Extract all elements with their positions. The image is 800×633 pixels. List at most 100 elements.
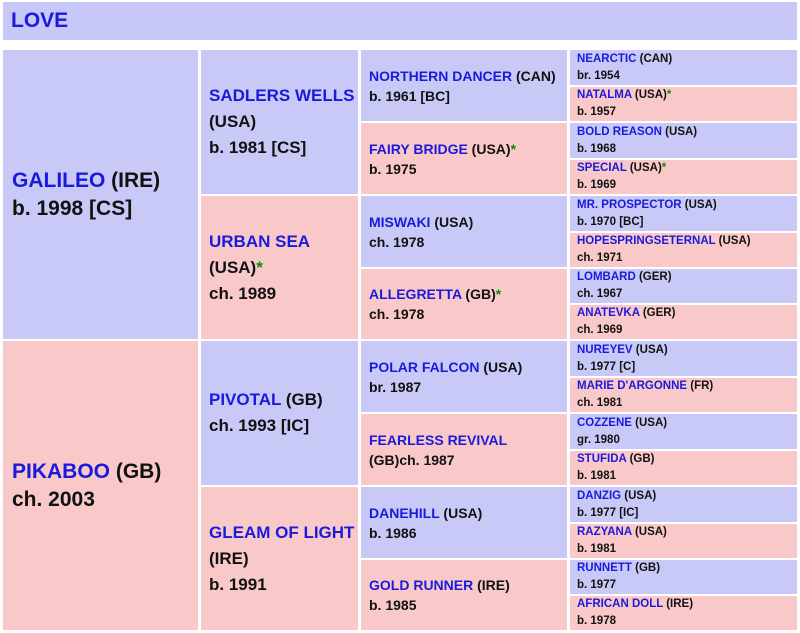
country-code: (GB)	[626, 453, 655, 465]
horse-info: b. 1981 [CS]	[209, 138, 307, 157]
gen4-dam-cell: RAZYANA (USA) b. 1981	[570, 524, 797, 558]
star-marker: *	[661, 162, 667, 174]
gen4-dam-cell: HOPESPRINGSETERNAL (USA) ch. 1971	[570, 233, 797, 267]
country-code: (USA)	[626, 162, 662, 174]
country-code: (IRE)	[663, 598, 694, 610]
horse-info: ch. 1989	[209, 283, 277, 303]
horse-name-link[interactable]: RUNNETT	[577, 562, 632, 574]
gen4-sire-cell: NUREYEV (USA) b. 1977 [C]	[570, 341, 797, 376]
granddam-cell: URBAN SEA (USA)* ch. 1989	[201, 196, 358, 339]
horse-name-link[interactable]: SADLERS WELLS	[209, 86, 355, 105]
horse-name-link[interactable]: SPECIAL	[577, 162, 627, 174]
horse-name-link[interactable]: ALLEGRETTA	[369, 286, 462, 302]
horse-info: b. 1977 [C]	[577, 360, 636, 373]
horse-name-link[interactable]: URBAN SEA	[209, 231, 311, 251]
horse-name-link[interactable]: LOMBARD	[577, 271, 636, 283]
country-code: (CAN)	[512, 67, 556, 84]
horse-info: gr. 1980	[577, 433, 620, 446]
country-code: (IRE)	[105, 168, 161, 192]
gen4-sire-cell: RUNNETT (GB) b. 1977	[570, 560, 797, 594]
country-code: (IRE)	[209, 548, 249, 568]
gen4-sire-cell: MR. PROSPECTOR (USA) b. 1970 [BC]	[570, 196, 797, 231]
country-code: (GB)	[631, 562, 661, 574]
horse-name-link[interactable]: MARIE D'ARGONNE	[577, 380, 688, 392]
horse-info: b. 1968	[577, 142, 616, 155]
gen3-dam-cell: ALLEGRETTA (GB)* ch. 1978	[361, 269, 567, 339]
horse-name-link[interactable]: GALILEO	[12, 168, 106, 192]
horse-name-link[interactable]: AFRICAN DOLL	[577, 598, 664, 610]
country-code: (USA)	[632, 343, 668, 356]
country-code: (USA)	[631, 526, 667, 538]
horse-name-link[interactable]: NORTHERN DANCER	[369, 67, 513, 84]
horse-name-link[interactable]: COZZENE	[577, 416, 632, 429]
horse-name-link[interactable]: NATALMA	[577, 89, 632, 101]
horse-name-link[interactable]: FEARLESS REVIVAL	[369, 431, 508, 448]
gen4-sire-cell: LOMBARD (GER) ch. 1967	[570, 269, 797, 303]
horse-name-link[interactable]: FAIRY BRIDGE	[369, 140, 468, 157]
gen3-sire-cell: DANEHILL (USA) b. 1986	[361, 487, 567, 558]
horse-info: b. 1991	[209, 574, 267, 594]
country-code: (USA)	[715, 235, 751, 247]
gen3-sire-cell: NORTHERN DANCER (CAN) b. 1961 [BC]	[361, 50, 567, 121]
horse-name-link[interactable]: DANEHILL	[369, 504, 440, 521]
gen3-sire-cell: POLAR FALCON (USA) br. 1987	[361, 341, 567, 412]
horse-name-link[interactable]: DANZIG	[577, 489, 622, 502]
horse-info: ch. 1978	[369, 233, 425, 250]
horse-info: b. 1985	[369, 597, 417, 613]
grandsire-cell: PIVOTAL (GB) ch. 1993 [IC]	[201, 341, 358, 485]
country-code: (USA)	[661, 125, 698, 138]
star-marker: *	[510, 140, 517, 157]
gen3-sire-cell: MISWAKI (USA) ch. 1978	[361, 196, 567, 267]
horse-info: b. 1998 [CS]	[12, 196, 133, 220]
country-code: (GB)	[369, 451, 400, 468]
horse-name-link[interactable]: NEARCTIC	[577, 52, 637, 65]
gen4-sire-cell: COZZENE (USA) gr. 1980	[570, 414, 797, 449]
horse-info: b. 1977	[577, 579, 616, 591]
star-marker: *	[495, 286, 502, 302]
country-code: (GER)	[639, 307, 676, 319]
horse-name-link[interactable]: STUFIDA	[577, 453, 627, 465]
horse-info: b. 1970 [BC]	[577, 215, 644, 228]
horse-info: b. 1981	[577, 470, 616, 482]
horse-name-link[interactable]: POLAR FALCON	[369, 358, 480, 375]
gen4-dam-cell: STUFIDA (GB) b. 1981	[570, 451, 797, 485]
country-code: (FR)	[687, 380, 714, 392]
horse-name-link[interactable]: MISWAKI	[369, 213, 431, 230]
horse-name-link[interactable]: HOPESPRINGSETERNAL	[577, 235, 716, 247]
country-code: (USA)	[631, 89, 667, 101]
horse-info: ch. 1981	[577, 397, 623, 409]
horse-info: b. 1957	[577, 106, 616, 118]
gen4-sire-cell: DANZIG (USA) b. 1977 [IC]	[570, 487, 797, 522]
horse-info: b. 1977 [IC]	[577, 506, 639, 519]
horse-name-link[interactable]: ANATEVKA	[577, 307, 640, 319]
gen4-sire-cell: NEARCTIC (CAN) br. 1954	[570, 50, 797, 85]
horse-name-link[interactable]: BOLD REASON	[577, 125, 662, 138]
star-marker: *	[256, 257, 263, 277]
gen3-dam-cell: FEARLESS REVIVAL (GB)ch. 1987	[361, 414, 567, 485]
horse-info: ch. 1969	[577, 324, 623, 336]
horse-name-link[interactable]: GLEAM OF LIGHT	[209, 522, 355, 542]
country-code: (USA)	[479, 358, 523, 375]
gen3-dam-cell: GOLD RUNNER (IRE) b. 1985	[361, 560, 567, 630]
granddam-cell: GLEAM OF LIGHT (IRE) b. 1991	[201, 487, 358, 630]
country-code: (USA)	[439, 504, 483, 521]
horse-info: ch. 2003	[12, 487, 95, 511]
horse-info: br. 1987	[369, 378, 422, 395]
horse-name-link[interactable]: GOLD RUNNER	[369, 577, 474, 593]
horse-info: b. 1975	[369, 160, 417, 177]
country-code: (USA)	[209, 112, 257, 131]
horse-info: ch. 1971	[577, 252, 623, 264]
horse-name-link[interactable]: NUREYEV	[577, 343, 633, 356]
gen4-dam-cell: NATALMA (USA)* b. 1957	[570, 87, 797, 121]
horse-info: ch. 1967	[577, 288, 623, 300]
horse-name-link[interactable]: MR. PROSPECTOR	[577, 198, 682, 211]
country-code: (GB)	[281, 390, 323, 409]
horse-name-link[interactable]: PIVOTAL	[209, 390, 282, 409]
horse-name-link[interactable]: PIKABOO	[12, 459, 111, 483]
dam-cell: PIKABOO (GB) ch. 2003	[3, 341, 198, 630]
country-code: (GB)	[461, 286, 496, 302]
pedigree-title: LOVE	[3, 2, 797, 40]
horse-name-link[interactable]: RAZYANA	[577, 526, 632, 538]
country-code: (USA)	[467, 140, 511, 157]
gen4-dam-cell: ANATEVKA (GER) ch. 1969	[570, 305, 797, 339]
